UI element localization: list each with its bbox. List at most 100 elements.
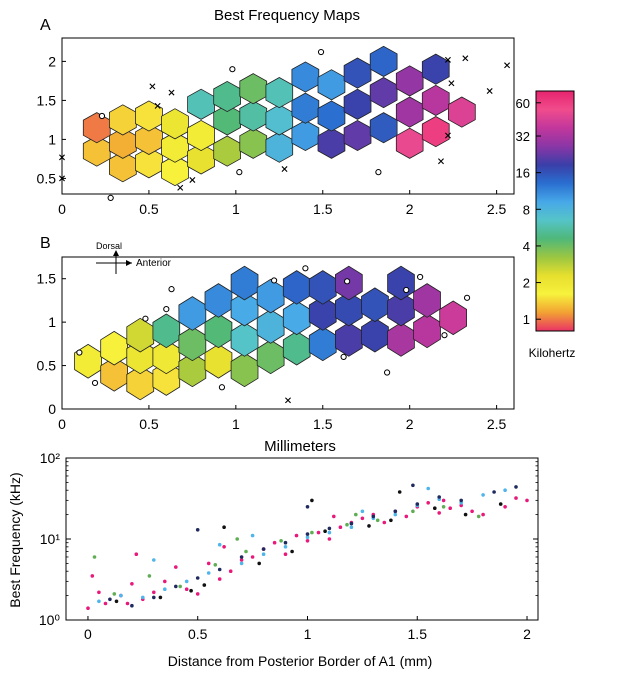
colorbar-tick-label: 8 (523, 202, 530, 217)
colorbar-label: Kilohertz (529, 346, 576, 360)
map-cell (291, 92, 320, 124)
x-tick-label: 2 (406, 416, 414, 432)
map-cell (369, 77, 398, 109)
map-cell (395, 65, 424, 97)
scatter-point (152, 558, 156, 562)
panel-b-axes: 0 0.5 1 1.5 2 2.5 0 0.5 1 1.5 (37, 271, 507, 432)
map-cell (230, 352, 259, 388)
scatter-point (195, 528, 200, 532)
scatter-point (327, 537, 332, 541)
scatter-point (525, 498, 529, 503)
unresponsive-site-marker (107, 194, 114, 201)
scatter-point (375, 518, 380, 523)
scatter-point (119, 593, 123, 598)
scatter-point (134, 552, 139, 556)
map-cell (447, 96, 476, 128)
map-cell (204, 313, 233, 349)
scatter-point (514, 485, 518, 489)
x-tick-label: 0.5 (188, 626, 208, 642)
boundary-site-marker (448, 80, 455, 87)
map-cell (230, 322, 259, 357)
panel-a-frame (61, 37, 515, 195)
map-cell (282, 300, 311, 336)
unresponsive-site-marker (417, 273, 424, 281)
map-cell (265, 77, 294, 109)
scatter-point (498, 502, 503, 506)
scatter-point (305, 535, 310, 540)
map-cell (204, 283, 233, 318)
scatter-point (112, 592, 117, 596)
x-tick-label: 1 (232, 201, 240, 217)
map-cell (187, 119, 215, 152)
scatter-point (152, 595, 156, 600)
scatter-point (404, 514, 409, 519)
scatter-point (228, 569, 233, 573)
panel-b-label: B (40, 235, 51, 252)
scatter-point (345, 522, 349, 527)
map-cell (413, 283, 441, 318)
scatter-point (206, 561, 211, 566)
scatter-point (310, 498, 314, 503)
boundary-site-marker (177, 184, 184, 191)
scatter-point (239, 561, 244, 566)
map-cell (343, 119, 372, 152)
map-cell (256, 339, 285, 375)
panel-b-map (74, 265, 471, 404)
x-tick-label: 2.5 (487, 201, 507, 217)
map-cell (421, 116, 450, 148)
map-cell (187, 88, 215, 120)
map-cell (421, 53, 450, 85)
scatter-point (411, 483, 415, 488)
scatter-point (114, 599, 119, 604)
x-tick-label: 1.5 (408, 626, 428, 642)
scatter-series (92, 505, 481, 596)
map-cell (100, 330, 128, 366)
scatter-point (217, 577, 222, 581)
map-cell (204, 343, 233, 379)
scatter-point (158, 595, 163, 600)
unresponsive-site-marker (142, 315, 149, 322)
y-tick-label: 10¹ (40, 531, 61, 547)
map-cell (213, 80, 242, 113)
colorbar-tick-label: 1 (523, 312, 530, 327)
map-cell (265, 131, 294, 163)
scatter-point (283, 545, 288, 549)
scatter-point (389, 518, 393, 523)
map-cell (239, 100, 268, 132)
map-cell (308, 326, 337, 362)
scatter-point (492, 490, 496, 494)
scatter-point (184, 587, 189, 591)
map-cell (317, 100, 346, 132)
scatter-point (332, 514, 336, 519)
scatter-point (147, 574, 152, 578)
scatter-point (217, 567, 222, 572)
map-cell (343, 57, 372, 89)
scatter-point (189, 588, 193, 593)
scatter-series (86, 496, 529, 610)
scatter-point (367, 524, 371, 528)
boundary-site-marker (444, 56, 451, 63)
scatter-point (244, 549, 248, 554)
scatter-point (222, 525, 226, 529)
scatter-point (125, 601, 130, 606)
scatter-point (130, 582, 134, 586)
boundary-site-marker (437, 158, 444, 165)
unresponsive-site-marker (270, 277, 278, 284)
scatter-point (426, 486, 431, 491)
map-cell (178, 326, 207, 362)
scatter-point (178, 584, 182, 589)
map-cell (161, 108, 189, 140)
colorbar-tick-label: 16 (516, 166, 530, 181)
map-cell (256, 309, 285, 344)
scatter-point (222, 545, 226, 549)
boundary-site-marker (486, 88, 493, 95)
map-cell (317, 69, 346, 101)
panel-c-axes: 0 0.5 1 1.5 2 10⁰ 10¹ 10² (39, 450, 538, 642)
map-cell (395, 96, 424, 128)
map-cell (213, 135, 242, 167)
y-tick-label: 1.5 (37, 92, 57, 108)
colorbar-tick-label: 60 (516, 96, 530, 111)
scatter-point (213, 563, 218, 567)
scatter-point (360, 516, 365, 521)
scatter-series (97, 486, 507, 604)
